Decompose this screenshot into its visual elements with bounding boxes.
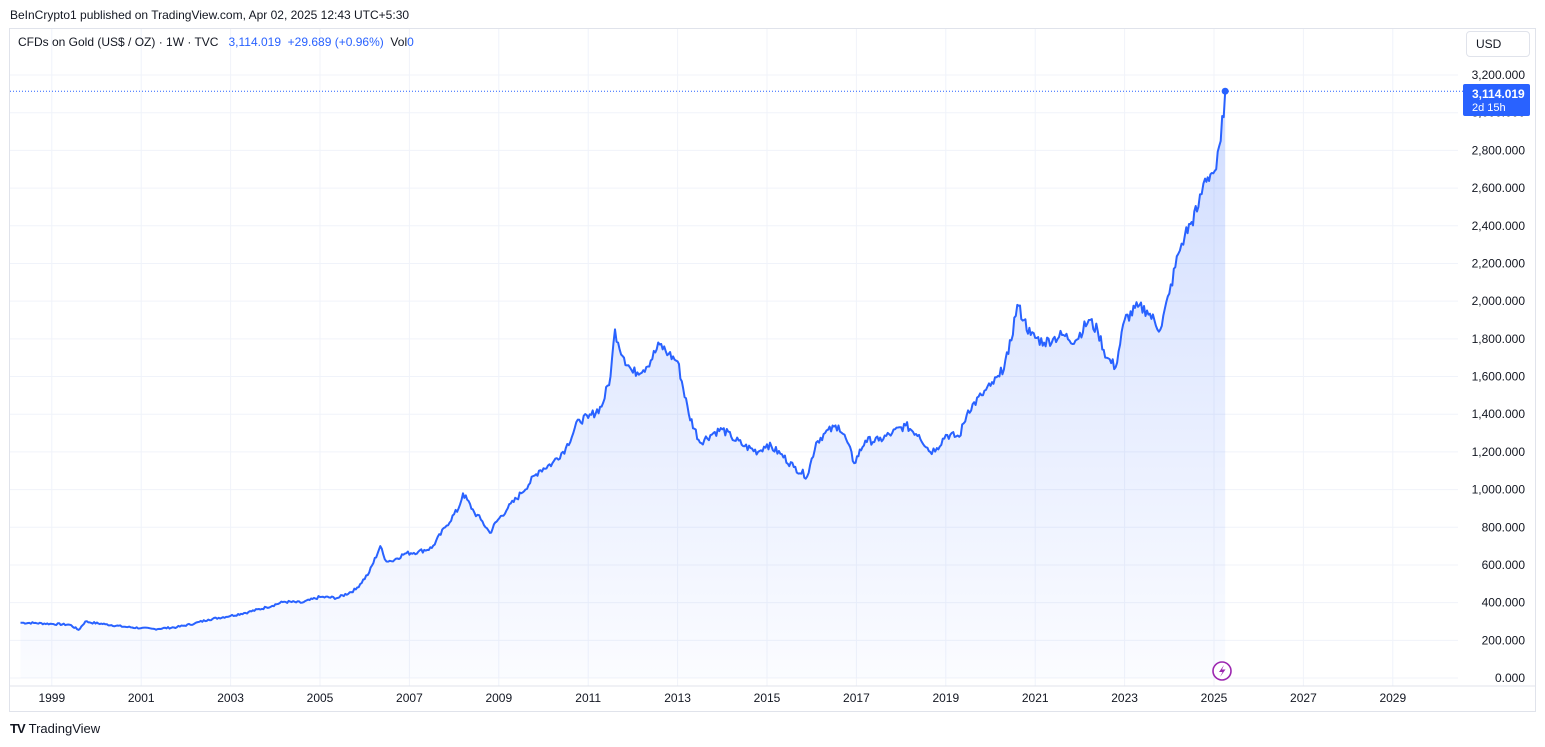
x-tick-label: 2007 <box>396 691 423 705</box>
symbol-info: CFDs on Gold (US$ / OZ) · 1W · TVC <box>18 35 219 49</box>
x-tick-label: 2005 <box>307 691 334 705</box>
tradingview-logo-icon: TV <box>10 721 26 736</box>
x-tick-label: 2015 <box>754 691 781 705</box>
y-axis: 0.000 200.000 400.000 600.000 800.000 1,000.0… <box>1472 68 1526 685</box>
y-tick-label: 2,000.000 <box>1472 294 1526 308</box>
price-area-fill <box>20 91 1226 678</box>
footer: TV TradingView <box>10 721 100 736</box>
y-tick-label: 1,200.000 <box>1472 445 1526 459</box>
y-tick-label: 1,600.000 <box>1472 370 1526 384</box>
y-tick-label: 1,000.000 <box>1472 483 1526 497</box>
event-icon[interactable] <box>1212 661 1232 681</box>
y-tick-label: 2,400.000 <box>1472 219 1526 233</box>
last-price-value: 3,114.019 <box>1472 87 1525 101</box>
x-tick-label: 2009 <box>485 691 512 705</box>
x-tick-label: 2011 <box>575 691 601 705</box>
chart-frame <box>9 28 1536 712</box>
x-tick-label: 2001 <box>128 691 155 705</box>
price-series-line <box>20 91 1227 631</box>
x-tick-label: 2027 <box>1290 691 1317 705</box>
currency-button[interactable]: USD <box>1466 31 1530 57</box>
legend-change: +29.689 (+0.96%) <box>287 35 384 49</box>
x-tick-label: 2029 <box>1379 691 1406 705</box>
x-tick-label: 2003 <box>217 691 244 705</box>
x-axis: 1999 2001 2003 2005 2007 2009 2011 2013 2015 2017… <box>9 685 1536 705</box>
last-price-badge: 3,114.019 2d 15h <box>1463 84 1530 116</box>
y-tick-label: 400.000 <box>1482 596 1526 610</box>
y-tick-label: 200.000 <box>1482 633 1526 647</box>
y-tick-label: 1,400.000 <box>1472 407 1526 421</box>
publisher-info: BeInCrypto1 published on TradingView.com… <box>10 8 410 22</box>
x-tick-label: 2017 <box>843 691 870 705</box>
y-tick-label: 2,200.000 <box>1472 256 1526 270</box>
y-tick-label: 1,800.000 <box>1472 332 1526 346</box>
x-tick-label: 2023 <box>1111 691 1138 705</box>
y-tick-label: 2,800.000 <box>1472 143 1526 157</box>
last-price-dot <box>1221 87 1229 95</box>
x-tick-label: 2019 <box>932 691 959 705</box>
x-tick-label: 2021 <box>1022 691 1049 705</box>
x-tick-label: 1999 <box>38 691 65 705</box>
x-tick-label: 2025 <box>1201 691 1228 705</box>
y-tick-label: 0.000 <box>1495 671 1525 685</box>
x-tick-label: 2013 <box>664 691 691 705</box>
volume-value: 0 <box>407 35 414 49</box>
symbol-legend[interactable]: CFDs on Gold (US$ / OZ) · 1W · TVC 3,114… <box>18 35 414 49</box>
y-tick-label: 3,200.000 <box>1472 68 1526 82</box>
volume-label: Vol <box>390 35 408 49</box>
last-price-countdown: 2d 15h <box>1472 102 1506 114</box>
footer-brand: TradingView <box>28 721 101 736</box>
y-tick-label: 2,600.000 <box>1472 181 1526 195</box>
legend-price: 3,114.019 <box>228 35 282 49</box>
y-tick-label: 800.000 <box>1482 520 1526 534</box>
y-tick-label: 600.000 <box>1482 558 1526 572</box>
